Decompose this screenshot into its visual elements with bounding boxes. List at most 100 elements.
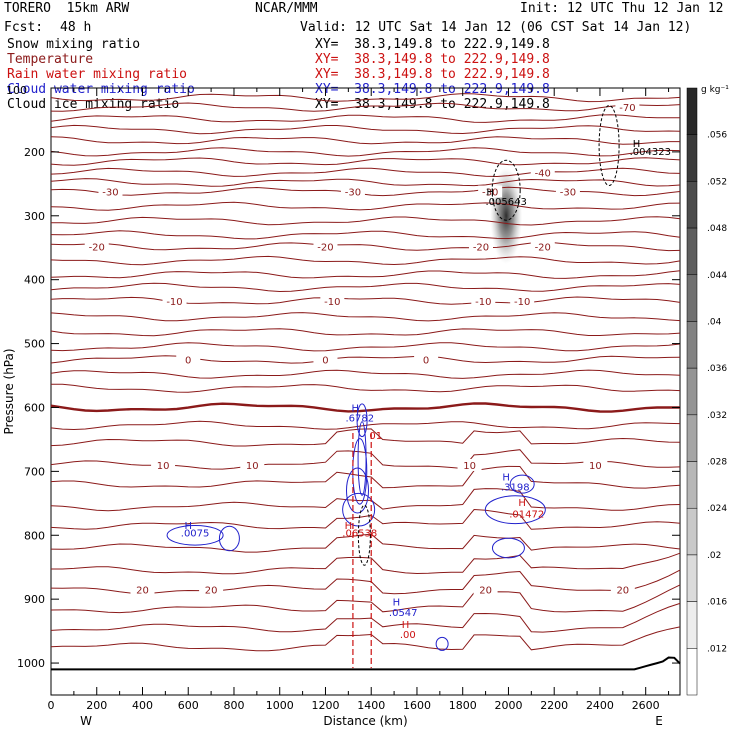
- x-tick-label: 1200: [311, 699, 339, 712]
- forecast-hours: 48 h: [60, 20, 92, 35]
- cloud-water-contour: [509, 474, 535, 494]
- x-tick-label: 1600: [403, 699, 431, 712]
- isotherm-line: [50, 533, 681, 553]
- extremum-label: .00: [400, 630, 416, 641]
- isotherm-label: -30: [560, 188, 576, 199]
- plot-border: [50, 87, 681, 696]
- isotherm-label-bg: [583, 458, 608, 471]
- isotherm-label-bg: [84, 240, 109, 253]
- isotherm-line: [50, 255, 681, 266]
- isotherm-line: [50, 569, 681, 595]
- isotherm-label-bg: [162, 294, 187, 307]
- isotherm-label-bg: [478, 185, 503, 198]
- isotherm-line: [50, 178, 681, 187]
- isotherm-label: -40: [535, 168, 551, 179]
- east-label: E: [655, 714, 663, 728]
- forecast-label: Fcst:: [4, 20, 44, 35]
- x-tick-label: 1800: [449, 699, 477, 712]
- isotherm-label-bg: [530, 240, 555, 253]
- isotherm-line: [50, 296, 681, 305]
- x-tick-label: 800: [223, 699, 244, 712]
- extremum-label: H: [502, 472, 510, 483]
- cloud-water-contour: [166, 524, 224, 546]
- isotherm-line: [50, 508, 681, 530]
- extremum-label: .06538: [342, 529, 377, 540]
- isotherm-line: [50, 186, 681, 197]
- x-tick-label: 2200: [540, 699, 568, 712]
- isotherm-label-bg: [530, 166, 555, 179]
- colorbar-label: .012: [707, 644, 727, 654]
- x-tick-label: 600: [178, 699, 199, 712]
- isotherm-label-bg: [320, 294, 345, 307]
- isotherm-line: [50, 584, 681, 614]
- extremum-label: .0075: [181, 529, 210, 540]
- isotherm-label-bg: [471, 294, 496, 307]
- field-temperature-label: Temperature: [7, 52, 94, 67]
- colorbar-box: [686, 414, 698, 462]
- isotherm-line: [50, 342, 681, 352]
- y-axis-title: Pressure (hPa): [2, 348, 16, 434]
- isotherm-label-bg: [473, 583, 498, 596]
- colorbar-box: [686, 648, 698, 696]
- colorbar-label: .052: [707, 177, 727, 187]
- cloud-ice-contours: [357, 105, 620, 566]
- y-tick-label: 600: [24, 401, 45, 414]
- isotherm-label: 0: [322, 356, 328, 367]
- x-tick-label: 2400: [586, 699, 614, 712]
- x-tick-label: 0: [48, 699, 55, 712]
- field-rain-xy: XY= 38.3,149.8 to 222.9,149.8: [315, 67, 550, 82]
- isotherm-label: -30: [102, 188, 118, 199]
- colorbar-box: [686, 134, 698, 182]
- isotherm-label: 20: [479, 586, 492, 597]
- y-tick-label: 300: [24, 210, 45, 223]
- colorbar-label: .04: [707, 317, 722, 327]
- isotherm-line: [50, 402, 680, 413]
- isotherm-label-bg: [469, 240, 494, 253]
- isotherm-label-bg: [313, 353, 338, 366]
- isotherm-line: [50, 270, 681, 279]
- colorbar-label: .032: [707, 411, 727, 421]
- colorbar-label: .028: [707, 458, 727, 468]
- isotherm-label-bg: [240, 458, 265, 471]
- extremum-label: H: [486, 187, 494, 198]
- colorbar-unit: g kg⁻¹: [701, 85, 729, 95]
- isotherm-line: [50, 369, 681, 379]
- extrema-annotations: H.004323H.005643H.678201H.0075H.06538H.3…: [181, 139, 671, 641]
- isotherm-line: [50, 602, 681, 633]
- y-tick-label: 900: [24, 593, 45, 606]
- isotherm-label-bg: [555, 185, 580, 198]
- extremum-label: H: [518, 498, 526, 509]
- isotherm-line: [50, 102, 681, 112]
- extremum-label: H: [184, 521, 192, 532]
- isotherm-label: -10: [324, 297, 340, 308]
- extremum-label: .0547: [389, 608, 418, 619]
- cloud-water-contour: [491, 537, 525, 559]
- isotherm-line: [50, 488, 681, 512]
- cloud-ice-contour: [491, 159, 521, 221]
- isotherm-label-bg: [414, 353, 439, 366]
- top-left-pressure-label: 100: [6, 84, 27, 97]
- field-snow-label: Snow mixing ratio: [7, 37, 141, 52]
- init-time: Init: 12 UTC Thu 12 Jan 12: [520, 1, 724, 16]
- isotherm-label: 0: [185, 356, 191, 367]
- cloud-water-contour: [435, 636, 449, 651]
- extremum-label: 01: [369, 431, 382, 442]
- isotherm-line: [50, 230, 681, 240]
- terrain-line: [51, 656, 681, 671]
- y-tick-label: 200: [24, 146, 45, 159]
- isotherm-line: [51, 552, 681, 575]
- isotherm-label-bg: [199, 583, 224, 596]
- isotherm-line: [50, 241, 681, 252]
- cloud-water-contour: [345, 467, 369, 514]
- valid-time: Valid: 12 UTC Sat 14 Jan 12 (06 CST Sat …: [300, 20, 692, 35]
- isotherm-line: [50, 93, 681, 103]
- west-label: W: [80, 714, 92, 728]
- colorbar-label: .056: [707, 131, 727, 141]
- isotherm-label: -30: [345, 188, 361, 199]
- colorbar-box: [686, 601, 698, 649]
- isotherm-label: -20: [535, 242, 551, 253]
- field-snow-xy: XY= 38.3,149.8 to 222.9,149.8: [315, 37, 550, 52]
- isotherm-label-bg: [176, 353, 201, 366]
- isotherm-line: [50, 328, 681, 337]
- field-cloud-water-label: Cloud water mixing ratio: [7, 82, 195, 97]
